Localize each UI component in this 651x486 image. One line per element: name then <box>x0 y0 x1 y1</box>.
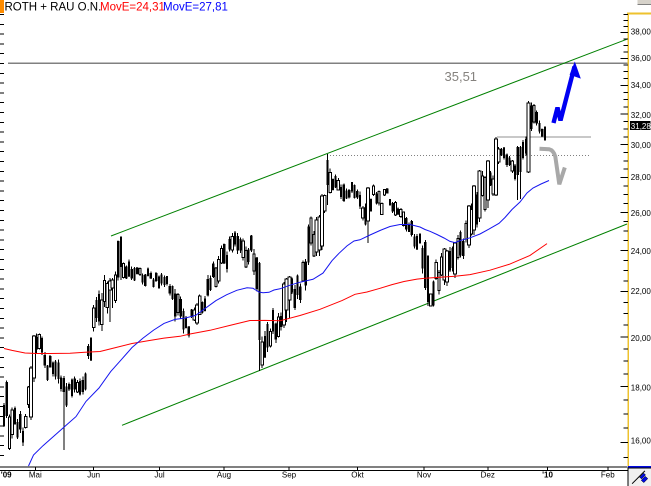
svg-text:32,00: 32,00 <box>631 111 651 120</box>
svg-text:Aug: Aug <box>217 470 231 479</box>
svg-text:24,00: 24,00 <box>631 247 651 256</box>
svg-text:34,00: 34,00 <box>631 81 651 90</box>
svg-text:MovE=27,81: MovE=27,81 <box>163 1 228 13</box>
svg-text:31,28: 31,28 <box>631 122 651 131</box>
svg-text:Feb: Feb <box>601 470 615 479</box>
svg-text:16,00: 16,00 <box>631 436 651 445</box>
svg-text:38,00: 38,00 <box>631 27 651 36</box>
svg-text:18,00: 18,00 <box>631 383 651 392</box>
svg-text:Sep: Sep <box>282 470 297 479</box>
svg-text:36,00: 36,00 <box>631 54 651 63</box>
svg-text:MovE=24,31: MovE=24,31 <box>100 1 165 13</box>
svg-text:ROTH + RAU O.N.: ROTH + RAU O.N. <box>5 1 102 13</box>
svg-text:28,00: 28,00 <box>631 173 651 182</box>
svg-text:30,00: 30,00 <box>631 141 651 150</box>
svg-text:35,51: 35,51 <box>445 69 478 84</box>
svg-text:'10: '10 <box>542 470 553 479</box>
svg-text:26,00: 26,00 <box>631 209 651 218</box>
svg-text:Okt: Okt <box>351 470 364 479</box>
svg-text:Nov: Nov <box>417 470 431 479</box>
svg-text:Jul: Jul <box>154 470 164 479</box>
svg-text:20,00: 20,00 <box>631 334 651 343</box>
svg-text:22,00: 22,00 <box>631 287 651 296</box>
svg-text:Mai: Mai <box>29 470 42 479</box>
svg-text:Jun: Jun <box>87 470 100 479</box>
svg-text:'09: '09 <box>1 470 12 479</box>
svg-text:Dez: Dez <box>481 470 495 479</box>
